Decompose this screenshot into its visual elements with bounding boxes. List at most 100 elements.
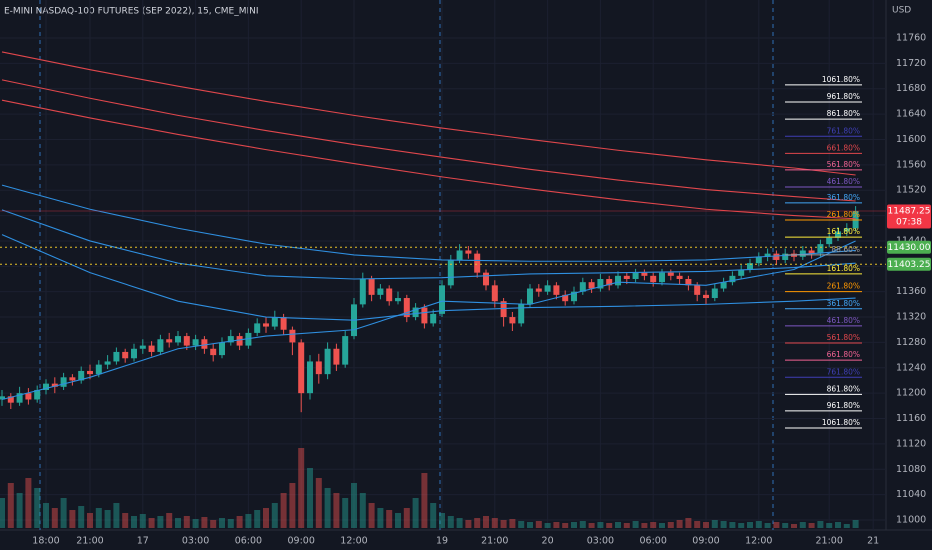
volume-bar	[720, 521, 727, 528]
volume-bar	[395, 513, 401, 528]
volume-bar	[324, 488, 331, 528]
volume-bar	[703, 522, 709, 528]
candle-body	[764, 253, 771, 257]
volume-bar	[421, 473, 428, 528]
x-tick-label: 06:00	[640, 536, 667, 547]
x-tick-label: 03:00	[182, 536, 209, 547]
candle-body	[773, 253, 780, 260]
candle-body	[518, 304, 525, 324]
volume-bar	[34, 488, 41, 528]
candle-body	[95, 364, 102, 375]
x-tick-label: 17	[137, 536, 149, 547]
candle-body	[571, 291, 577, 302]
volume-bar	[359, 493, 366, 528]
y-tick-label: 11200	[896, 388, 926, 399]
candle-body	[491, 285, 498, 302]
volume-bar	[632, 521, 639, 528]
y-tick-label: 11560	[896, 159, 926, 170]
y-tick-label: 11040	[896, 489, 926, 500]
candle-body	[183, 336, 190, 346]
x-tick-label: 18:00	[32, 536, 59, 547]
volume-bar	[483, 516, 489, 528]
volume-bar	[412, 498, 419, 528]
volume-bar	[571, 522, 577, 528]
y-tick-label: 11720	[896, 58, 926, 69]
fib-label: 761.80%	[827, 367, 860, 376]
candle-body	[676, 275, 683, 279]
candle-body	[641, 272, 648, 276]
volume-bar	[60, 498, 67, 528]
candle-body	[333, 348, 340, 365]
volume-bar	[342, 498, 349, 528]
volume-bar	[439, 513, 445, 528]
y-tick-label: 11280	[896, 337, 926, 348]
candle-body	[623, 275, 630, 279]
volume-bar	[791, 524, 797, 528]
x-tick-label: 19	[436, 536, 448, 547]
candle-body	[465, 250, 472, 254]
volume-bar	[219, 518, 225, 528]
candle-body	[219, 342, 225, 356]
volume-bar	[236, 516, 243, 528]
fib-label: 861.80%	[827, 109, 860, 118]
volume-bar	[544, 523, 551, 528]
candle-body	[685, 279, 692, 286]
candle-body	[483, 272, 489, 286]
x-tick-label: 06:00	[235, 536, 262, 547]
moving-average	[1, 184, 856, 262]
fib-label: 661.80%	[827, 350, 860, 359]
volume-bar	[667, 522, 674, 528]
candle-body	[298, 342, 305, 394]
candle-body	[650, 275, 657, 283]
candle-body	[579, 282, 586, 292]
volume-bar	[307, 468, 313, 528]
volume-bar	[122, 513, 129, 528]
fib-label: 561.80%	[827, 333, 860, 342]
candle-body	[263, 323, 269, 327]
volume-bar	[368, 503, 375, 528]
volume-bar	[51, 508, 58, 528]
volume-bar	[254, 510, 261, 528]
x-tick-label: 09:00	[692, 536, 719, 547]
candle-body	[826, 237, 833, 245]
candle-body	[606, 279, 613, 286]
candle-body	[87, 370, 93, 375]
fib-label: 561.80%	[827, 160, 860, 169]
candle-body	[377, 288, 384, 295]
volume-bar	[351, 483, 357, 528]
price-tag-label: 11403.25	[888, 260, 931, 270]
y-tick-label: 11080	[896, 464, 926, 475]
fib-label: 361.80%	[827, 299, 860, 308]
volume-bar	[289, 483, 296, 528]
fib-label: 161.80%	[827, 227, 860, 236]
candle-body	[632, 272, 639, 279]
fib-label: 361.80%	[827, 193, 860, 202]
y-tick-label: 11760	[896, 33, 926, 44]
y-tick-label: 11120	[896, 438, 926, 449]
volume-bar	[843, 524, 850, 528]
volume-bar	[491, 518, 498, 528]
x-tick-label: 12:00	[745, 536, 772, 547]
volume-bar	[227, 519, 234, 528]
volume-bar	[43, 503, 49, 528]
candle-body	[210, 348, 217, 356]
volume-bar	[817, 521, 824, 528]
candle-body	[817, 244, 824, 254]
candle-body	[69, 377, 76, 381]
candle-body	[720, 282, 727, 289]
fib-label: 961.80%	[827, 401, 860, 410]
price-tag-countdown: 07:38	[896, 217, 922, 227]
volume-bar	[676, 520, 683, 528]
volume-bar	[403, 508, 410, 528]
volume-bar	[201, 517, 208, 528]
candle-body	[439, 285, 445, 314]
y-tick-label: 11240	[896, 362, 926, 373]
fib-label: 88.60%	[831, 245, 860, 254]
candle-body	[703, 294, 709, 299]
x-tick-label: 21:00	[481, 536, 508, 547]
volume-bar	[694, 521, 701, 528]
volume-bar	[773, 522, 780, 528]
volume-bar	[183, 516, 190, 528]
